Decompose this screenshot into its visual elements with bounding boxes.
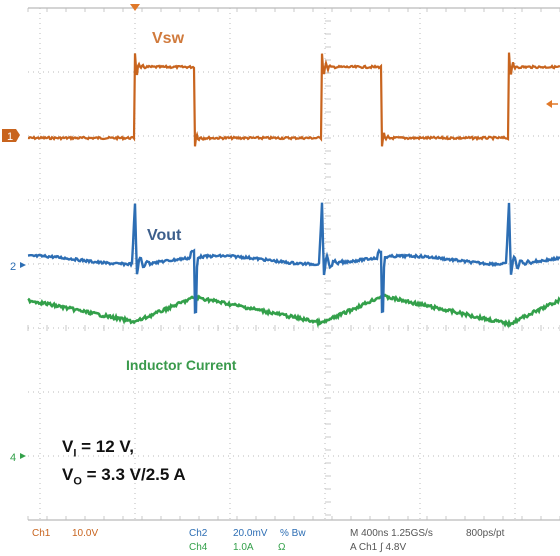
trigger-position-icon bbox=[130, 4, 140, 11]
ch2-coupling: % Bw bbox=[280, 528, 306, 539]
input-voltage-condition: VI = 12 V, bbox=[62, 437, 134, 459]
ch2-name: Ch2 bbox=[189, 528, 208, 539]
trigger-readout: A Ch1 ∫ 4.8V bbox=[350, 542, 407, 553]
vo-value: = 3.3 V/2.5 A bbox=[81, 465, 186, 484]
ch2-marker: 2 bbox=[10, 261, 26, 273]
trigger-level-arrow-icon bbox=[546, 100, 552, 108]
ch1-name: Ch1 bbox=[32, 528, 51, 539]
ch2-scale: 20.0mV bbox=[233, 528, 268, 539]
vo-symbol: V bbox=[62, 465, 74, 484]
ch4-marker-label: 4 bbox=[10, 452, 16, 464]
ch4-coupling: Ω bbox=[278, 542, 286, 553]
ch1-scale: 10.0V bbox=[72, 528, 99, 539]
ch4-scale: 1.0A bbox=[233, 542, 254, 553]
ch1-marker-label: 1 bbox=[7, 131, 13, 143]
timebase-readout: M 400ns 1.25GS/s bbox=[350, 528, 433, 539]
ch1-marker: 1 bbox=[2, 129, 20, 143]
ch2-marker-label: 2 bbox=[10, 261, 16, 273]
vout-trace bbox=[27, 202, 560, 314]
inductor-current-label: Inductor Current bbox=[126, 357, 237, 373]
record-length-readout: 800ps/pt bbox=[466, 528, 505, 539]
inductor-current-trace bbox=[27, 293, 560, 329]
ch4-marker: 4 bbox=[10, 452, 26, 464]
vout-label: Vout bbox=[147, 227, 182, 244]
ch4-name: Ch4 bbox=[189, 542, 208, 553]
vsw-label: Vsw bbox=[152, 30, 185, 47]
vi-subscript: I bbox=[73, 447, 77, 460]
vo-subscript: O bbox=[73, 475, 82, 488]
vi-symbol: V bbox=[62, 437, 74, 456]
output-condition: VO = 3.3 V/2.5 A bbox=[62, 465, 186, 487]
vi-value: = 12 V, bbox=[76, 437, 134, 456]
vsw-trace bbox=[27, 52, 560, 147]
